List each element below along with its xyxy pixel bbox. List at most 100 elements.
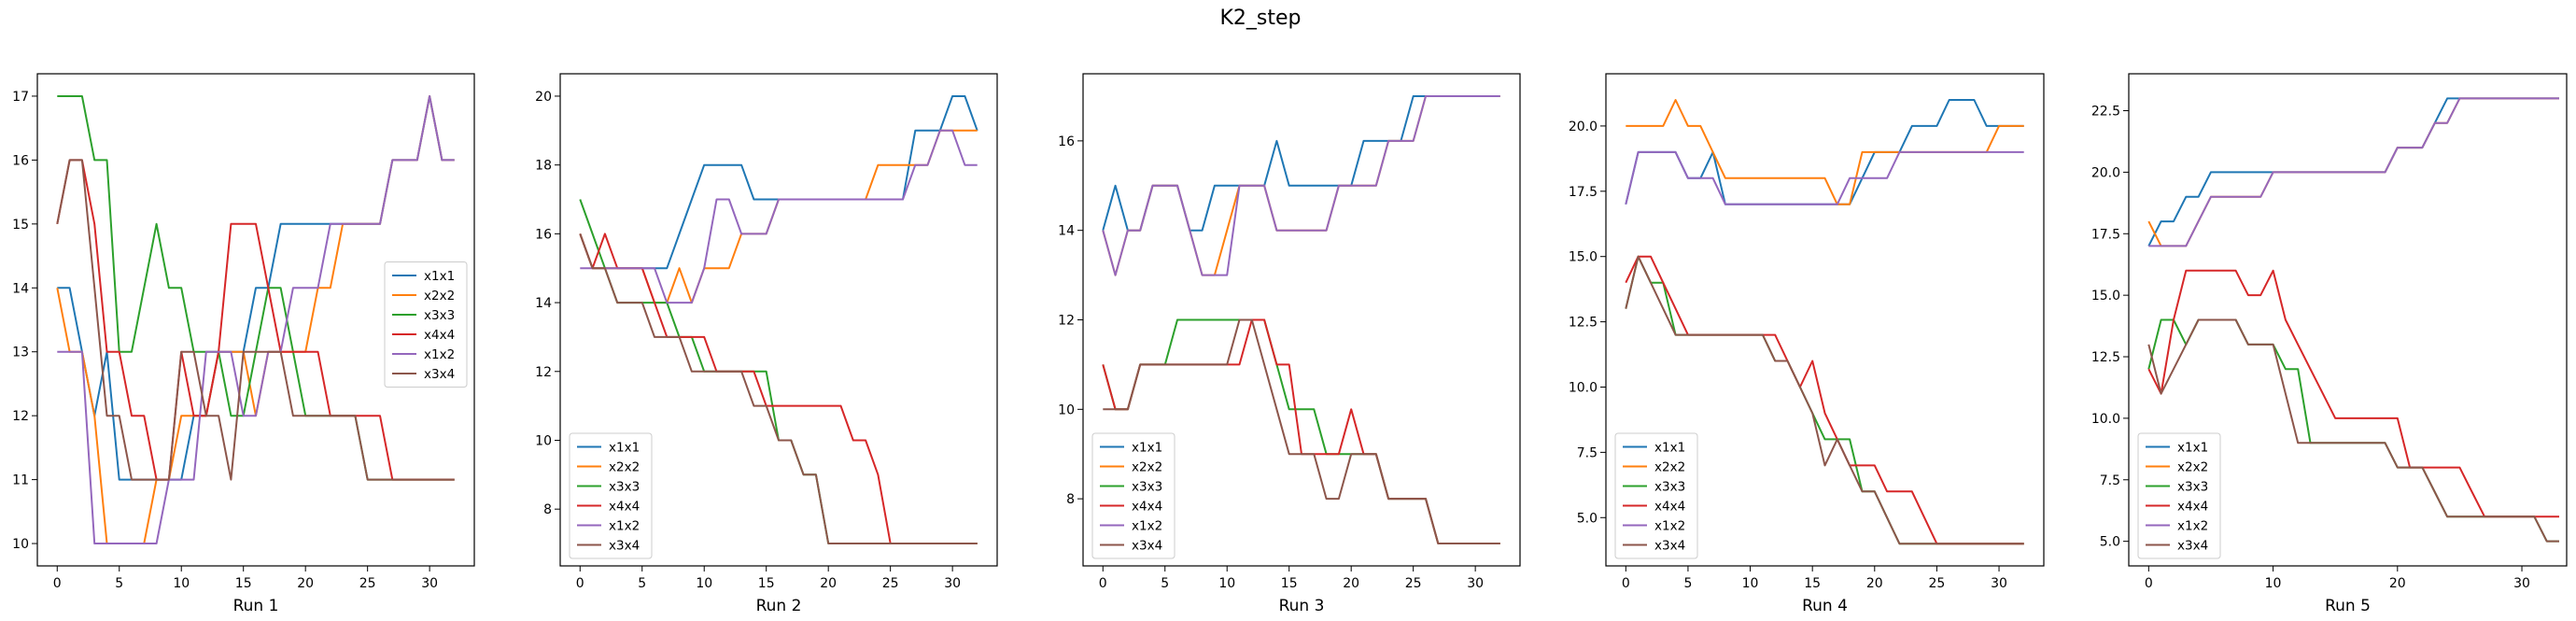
legend: x1x1 x2x2 x3x3 x4x4 x1x2 x3x4 — [1614, 432, 1698, 559]
y-tick-label: 17.5 — [1569, 185, 1598, 200]
legend-label-x4x4: x4x4 — [2177, 500, 2208, 515]
x-axis-label: Run 4 — [1802, 597, 1848, 615]
x-tick-label: 10 — [173, 576, 190, 591]
x-tick-label: 25 — [359, 576, 376, 591]
series-line-x3x4 — [2147, 318, 2559, 543]
legend: x1x1 x2x2 x3x3 x4x4 x1x2 x3x4 — [384, 261, 468, 388]
x-tick-label: 0 — [1099, 576, 1107, 591]
y-tick-label: 10 — [12, 537, 29, 552]
y-tick-label: 10 — [1058, 402, 1075, 417]
legend-label-x2x2: x2x2 — [609, 460, 640, 475]
series-line-x3x4 — [579, 233, 978, 544]
x-tick-label: 20 — [2389, 576, 2406, 591]
legend-label-x2x2: x2x2 — [1132, 460, 1162, 475]
axes-frame — [1605, 73, 2045, 567]
legend-label-x1x1: x1x1 — [609, 441, 640, 456]
legend-label-x3x3: x3x3 — [2177, 480, 2208, 495]
y-tick-label: 20 — [535, 90, 552, 105]
legend-label-x4x4: x4x4 — [1132, 500, 1162, 515]
legend-label-x3x3: x3x3 — [1654, 480, 1685, 495]
y-tick-label: 5.0 — [1577, 511, 1598, 526]
legend-label-x3x4: x3x4 — [424, 367, 455, 382]
x-tick-label: 25 — [1929, 576, 1946, 591]
series-line-x3x4 — [1103, 318, 1500, 544]
y-tick-label: 20.0 — [2091, 165, 2120, 180]
legend-label-x3x4: x3x4 — [1132, 539, 1162, 554]
y-tick-label: 12 — [535, 365, 552, 380]
figure-title: K2_step — [1219, 7, 1301, 30]
x-tick-label: 15 — [758, 576, 775, 591]
x-tick-label: 20 — [820, 576, 837, 591]
legend-label-x1x1: x1x1 — [1132, 441, 1162, 456]
y-tick-label: 22.5 — [2091, 105, 2120, 120]
legend-label-x3x3: x3x3 — [424, 308, 455, 323]
y-tick-label: 16 — [535, 227, 552, 242]
y-tick-label: 7.5 — [1577, 445, 1598, 460]
legend-label-x3x4: x3x4 — [2177, 539, 2208, 554]
legend-box — [1614, 432, 1698, 559]
y-tick-label: 14 — [12, 281, 29, 296]
x-tick-label: 10 — [1218, 576, 1235, 591]
y-tick-label: 14 — [1058, 224, 1075, 239]
series-line-x1x2 — [57, 95, 455, 544]
legend-label-x3x3: x3x3 — [1132, 480, 1162, 495]
legend-label-x1x2: x1x2 — [424, 347, 455, 362]
y-tick-label: 12 — [1058, 314, 1075, 329]
y-tick-label: 14 — [535, 296, 552, 311]
legend-label-x1x2: x1x2 — [1132, 519, 1162, 534]
legend: x1x1 x2x2 x3x3 x4x4 x1x2 x3x4 — [1091, 432, 1175, 559]
subplot-2: 0 5 10 15 20 25 30 8 10 12 14 16 18 20 Run 2 x1x1 x2x2 x3… — [535, 73, 998, 615]
y-tick-label: 15.0 — [2091, 289, 2120, 303]
x-tick-label: 15 — [235, 576, 252, 591]
x-tick-label: 20 — [1343, 576, 1359, 591]
y-tick-label: 11 — [12, 473, 29, 488]
series-line-x4x4 — [56, 159, 455, 481]
y-tick-label: 17 — [12, 90, 29, 105]
y-tick-label: 8 — [543, 502, 552, 517]
x-tick-label: 25 — [882, 576, 899, 591]
legend: x1x1 x2x2 x3x3 x4x4 x1x2 x3x4 — [2137, 432, 2221, 559]
x-tick-label: 5 — [115, 576, 123, 591]
legend-label-x1x1: x1x1 — [2177, 441, 2208, 456]
y-tick-label: 5.0 — [2100, 535, 2120, 550]
x-tick-label: 30 — [944, 576, 961, 591]
subplot-4: 0 5 10 15 20 25 30 5.0 7.5 10.0 12.5 15.0 17.5 20.0 Ru… — [1569, 73, 2045, 615]
legend-label-x3x4: x3x4 — [609, 539, 640, 554]
x-tick-label: 15 — [1281, 576, 1298, 591]
y-tick-label: 12.5 — [1569, 316, 1598, 331]
legend-label-x1x1: x1x1 — [424, 269, 455, 284]
legend-label-x3x4: x3x4 — [1654, 539, 1685, 554]
legend-label-x4x4: x4x4 — [609, 500, 640, 515]
y-tick-label: 8 — [1066, 492, 1075, 507]
series-line-x1x2 — [1102, 95, 1500, 276]
series-line-x1x2 — [580, 129, 978, 304]
axes-frame — [559, 73, 998, 567]
x-tick-label: 30 — [421, 576, 438, 591]
x-tick-label: 5 — [1683, 576, 1692, 591]
legend-box — [1091, 432, 1175, 559]
x-tick-label: 20 — [1866, 576, 1883, 591]
x-tick-label: 5 — [1161, 576, 1169, 591]
series-line-x3x4 — [56, 159, 455, 481]
x-tick-label: 30 — [1467, 576, 1484, 591]
legend-box — [384, 261, 468, 388]
x-tick-label: 10 — [2265, 576, 2282, 591]
legend-label-x2x2: x2x2 — [1654, 460, 1685, 475]
y-tick-label: 20.0 — [1569, 120, 1598, 134]
y-tick-label: 10.0 — [2091, 412, 2120, 427]
subplot-5: 0 10 20 30 5.0 7.5 10.0 12.5 15.0 17.5 20.0 22.5 Run… — [2091, 73, 2568, 615]
x-tick-label: 25 — [1405, 576, 1422, 591]
legend-label-x1x2: x1x2 — [2177, 519, 2208, 534]
series-line-x3x4 — [1625, 255, 2024, 545]
axes-frame — [36, 73, 475, 567]
y-tick-label: 13 — [12, 346, 29, 360]
legend-label-x3x3: x3x3 — [609, 480, 640, 495]
x-tick-label: 10 — [696, 576, 712, 591]
series-line-x1x2 — [1625, 150, 2024, 205]
x-axis-label: Run 1 — [233, 597, 279, 615]
legend-box — [569, 432, 653, 559]
legend: x1x1 x2x2 x3x3 x4x4 x1x2 x3x4 — [569, 432, 653, 559]
y-tick-label: 16 — [1058, 134, 1075, 149]
x-tick-label: 0 — [1622, 576, 1630, 591]
